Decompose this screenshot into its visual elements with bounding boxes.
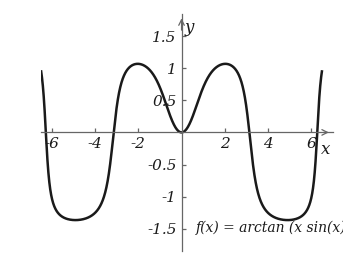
Text: f(x) = arctan (x sin(x)): f(x) = arctan (x sin(x)) <box>196 220 343 235</box>
Text: y: y <box>185 19 194 36</box>
Text: x: x <box>320 141 330 158</box>
